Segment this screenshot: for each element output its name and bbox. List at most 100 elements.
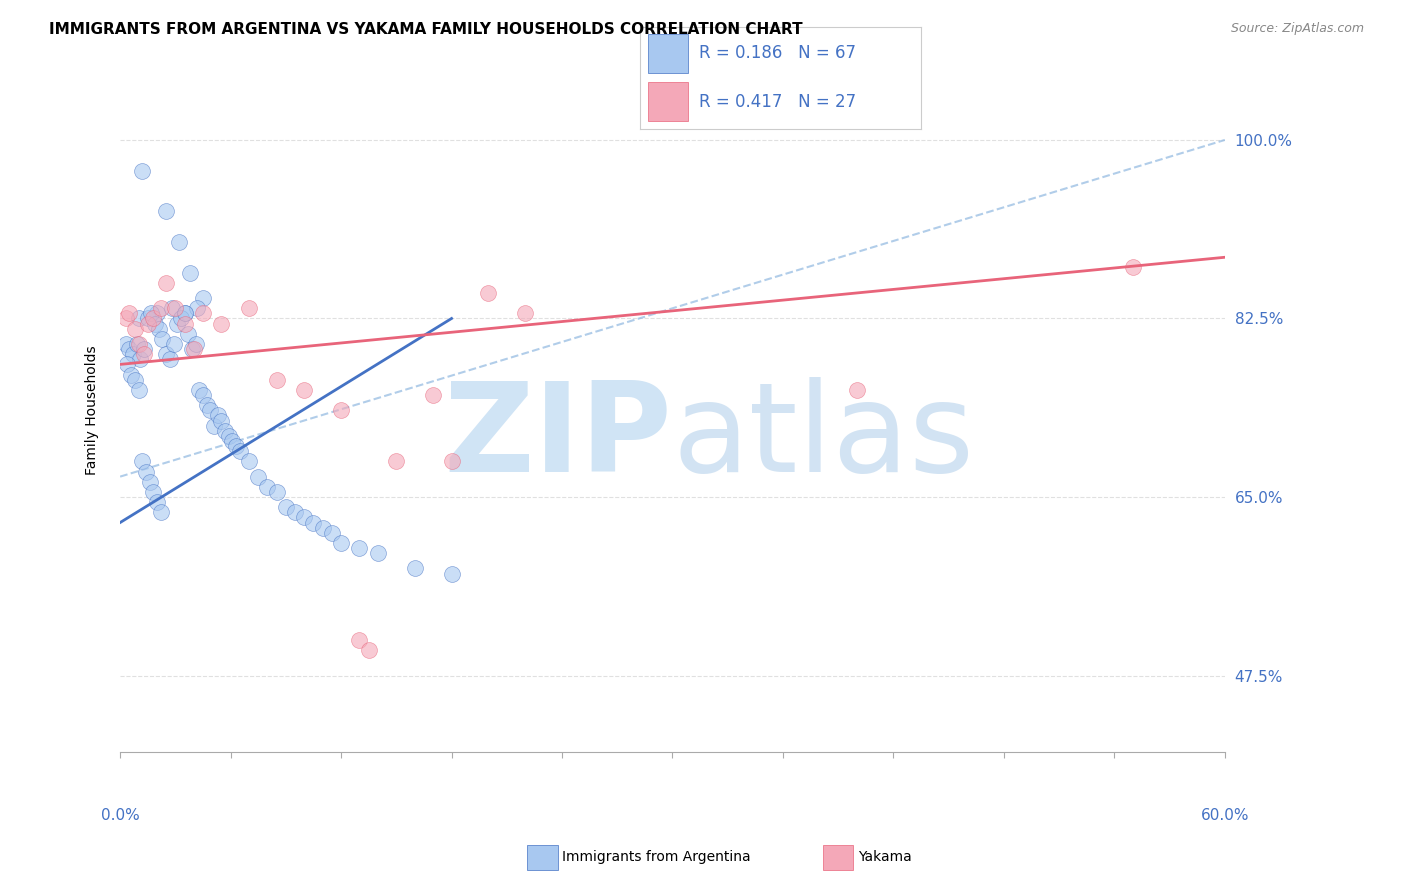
Point [238, 301, 260, 316]
Point [125, 337, 148, 351]
Point [218, 429, 240, 443]
Point [173, 306, 195, 320]
Point [349, 632, 371, 647]
Point [221, 434, 243, 448]
Point [128, 311, 150, 326]
Bar [648, 82, 688, 121]
Point [845, 383, 868, 397]
Text: R = 0.417   N = 27: R = 0.417 N = 27 [699, 93, 856, 111]
Point [124, 373, 146, 387]
Point [292, 383, 315, 397]
Point [274, 500, 297, 515]
Point [440, 454, 463, 468]
Point [128, 383, 150, 397]
Point [179, 266, 201, 280]
Point [202, 418, 225, 433]
Point [200, 403, 222, 417]
Point [162, 337, 184, 351]
Point [149, 301, 172, 316]
Text: Yakama: Yakama [858, 850, 911, 864]
Point [159, 352, 181, 367]
Point [184, 337, 207, 351]
Point [142, 484, 165, 499]
Point [152, 332, 174, 346]
Point [183, 342, 205, 356]
Point [118, 342, 141, 356]
Bar [648, 34, 688, 73]
Point [357, 643, 380, 657]
Point [148, 321, 170, 335]
Point [131, 163, 153, 178]
Point [120, 368, 142, 382]
Point [385, 454, 408, 468]
Point [477, 285, 499, 300]
Point [311, 521, 333, 535]
Point [191, 291, 214, 305]
Point [117, 358, 139, 372]
Point [155, 204, 177, 219]
Point [404, 561, 426, 575]
Point [330, 536, 353, 550]
Point [122, 347, 145, 361]
Point [209, 317, 232, 331]
Point [142, 311, 165, 326]
Point [302, 516, 325, 530]
Point [136, 311, 159, 326]
Point [173, 317, 195, 331]
Point [1122, 260, 1144, 275]
Point [422, 388, 444, 402]
Text: 60.0%: 60.0% [1201, 808, 1249, 823]
Point [132, 347, 155, 361]
Text: 0.0%: 0.0% [101, 808, 139, 823]
Point [225, 439, 247, 453]
Point [229, 444, 252, 458]
Point [146, 306, 169, 320]
Point [131, 454, 153, 468]
Point [132, 342, 155, 356]
Point [177, 326, 200, 341]
Text: Immigrants from Argentina: Immigrants from Argentina [562, 850, 751, 864]
Point [181, 342, 204, 356]
Point [349, 541, 371, 555]
Text: R = 0.186   N = 67: R = 0.186 N = 67 [699, 45, 856, 62]
Point [166, 317, 188, 331]
Point [515, 306, 537, 320]
Point [143, 317, 166, 331]
Point [321, 525, 343, 540]
Point [195, 398, 218, 412]
Point [118, 306, 141, 320]
Y-axis label: Family Households: Family Households [86, 345, 100, 475]
Point [238, 454, 260, 468]
Point [188, 383, 211, 397]
Point [191, 388, 214, 402]
Point [155, 347, 177, 361]
Point [149, 505, 172, 519]
Point [136, 317, 159, 331]
Point [330, 403, 353, 417]
Point [214, 424, 236, 438]
Text: atlas: atlas [672, 377, 974, 498]
Point [138, 475, 160, 489]
Point [114, 337, 136, 351]
Point [135, 465, 157, 479]
Point [209, 413, 232, 427]
Point [284, 505, 307, 519]
Point [367, 546, 389, 560]
Text: ZIP: ZIP [444, 377, 672, 498]
Point [191, 306, 214, 320]
Point [165, 301, 187, 316]
Point [155, 276, 177, 290]
Point [186, 301, 208, 316]
Point [266, 373, 288, 387]
Point [141, 306, 163, 320]
Point [266, 484, 288, 499]
Point [247, 469, 270, 483]
Point [173, 306, 195, 320]
Point [128, 337, 150, 351]
Point [170, 311, 193, 326]
Point [167, 235, 190, 249]
Point [292, 510, 315, 524]
Point [440, 566, 463, 581]
Point [207, 409, 229, 423]
Point [124, 321, 146, 335]
